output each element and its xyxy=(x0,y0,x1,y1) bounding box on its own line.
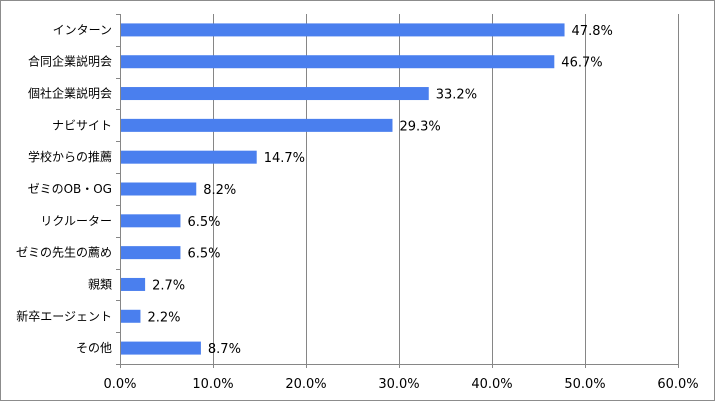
bar-6 xyxy=(121,214,181,228)
value-label-0: 47.8% xyxy=(572,24,613,39)
category-label-10: その他 xyxy=(76,341,112,355)
bar-3 xyxy=(121,118,393,132)
bar-9 xyxy=(121,309,141,323)
x-tick-label-1: 10.0% xyxy=(192,377,233,392)
category-label-4: 学校からの推薦 xyxy=(28,149,112,164)
value-label-7: 6.5% xyxy=(187,247,220,262)
bar-4 xyxy=(121,150,257,164)
value-label-4: 14.7% xyxy=(264,151,305,166)
category-label-5: ゼミのOB・OG xyxy=(28,182,112,196)
category-label-8: 親類 xyxy=(88,277,112,291)
value-label-9: 2.2% xyxy=(147,310,180,325)
category-label-3: ナビサイト xyxy=(52,118,112,132)
x-tick-labels: 0.0% 10.0% 20.0% 30.0% 40.0% 50.0% 60.0% xyxy=(103,377,698,392)
category-label-2: 個社企業説明会 xyxy=(28,86,112,101)
category-label-1: 合同企業説明会 xyxy=(28,54,112,69)
bar-0 xyxy=(121,23,565,37)
x-tick-label-5: 50.0% xyxy=(564,377,605,392)
x-tick-label-6: 60.0% xyxy=(657,377,698,392)
x-tick-label-0: 0.0% xyxy=(103,377,136,392)
value-label-2: 33.2% xyxy=(436,88,477,103)
bars xyxy=(121,23,565,355)
value-labels: 47.8% 46.7% 33.2% 29.3% 14.7% 8.2% 6.5% 6.5% 2.7… xyxy=(147,24,612,357)
category-label-0: インターン xyxy=(53,23,112,37)
category-label-9: 新卒エージェント xyxy=(16,308,112,323)
x-tick-label-2: 20.0% xyxy=(285,377,326,392)
value-label-10: 8.7% xyxy=(208,342,241,357)
x-tick-label-3: 30.0% xyxy=(378,377,419,392)
value-label-8: 2.7% xyxy=(152,278,185,293)
value-label-6: 6.5% xyxy=(187,215,220,230)
bar-7 xyxy=(121,246,181,260)
grid-lines xyxy=(213,14,679,364)
value-label-5: 8.2% xyxy=(203,183,236,198)
bar-10 xyxy=(121,341,201,355)
category-label-6: リクルーター xyxy=(40,214,112,228)
category-label-7: ゼミの先生の薦め xyxy=(16,246,112,260)
x-tick-label-4: 40.0% xyxy=(471,377,512,392)
value-label-3: 29.3% xyxy=(399,119,440,134)
value-label-1: 46.7% xyxy=(561,56,602,71)
bar-8 xyxy=(121,277,146,291)
bar-1 xyxy=(121,55,555,69)
bar-5 xyxy=(121,182,197,196)
bar-2 xyxy=(121,87,429,101)
axes xyxy=(116,14,679,368)
